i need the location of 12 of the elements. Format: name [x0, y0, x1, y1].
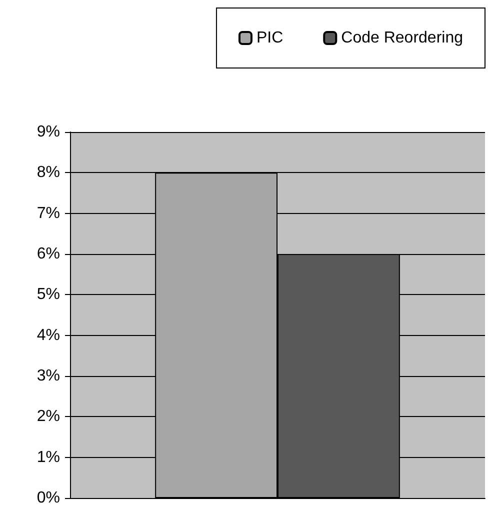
legend-label: Code Reordering	[341, 30, 464, 46]
y-tick-label: 9%	[36, 124, 60, 140]
y-tick-label: 8%	[36, 164, 60, 182]
y-tick-label: 5%	[36, 286, 60, 304]
y-tick-label: 6%	[36, 246, 60, 262]
y-tick-label: 4%	[36, 326, 60, 344]
y-tick-label: 0%	[36, 490, 60, 506]
legend-label: PIC	[256, 30, 284, 46]
y-tick-label: 3%	[36, 368, 60, 384]
y-tick-label: 2%	[36, 408, 60, 426]
y-tick-label: 1%	[36, 448, 60, 466]
y-tick-label: 7%	[36, 204, 60, 222]
